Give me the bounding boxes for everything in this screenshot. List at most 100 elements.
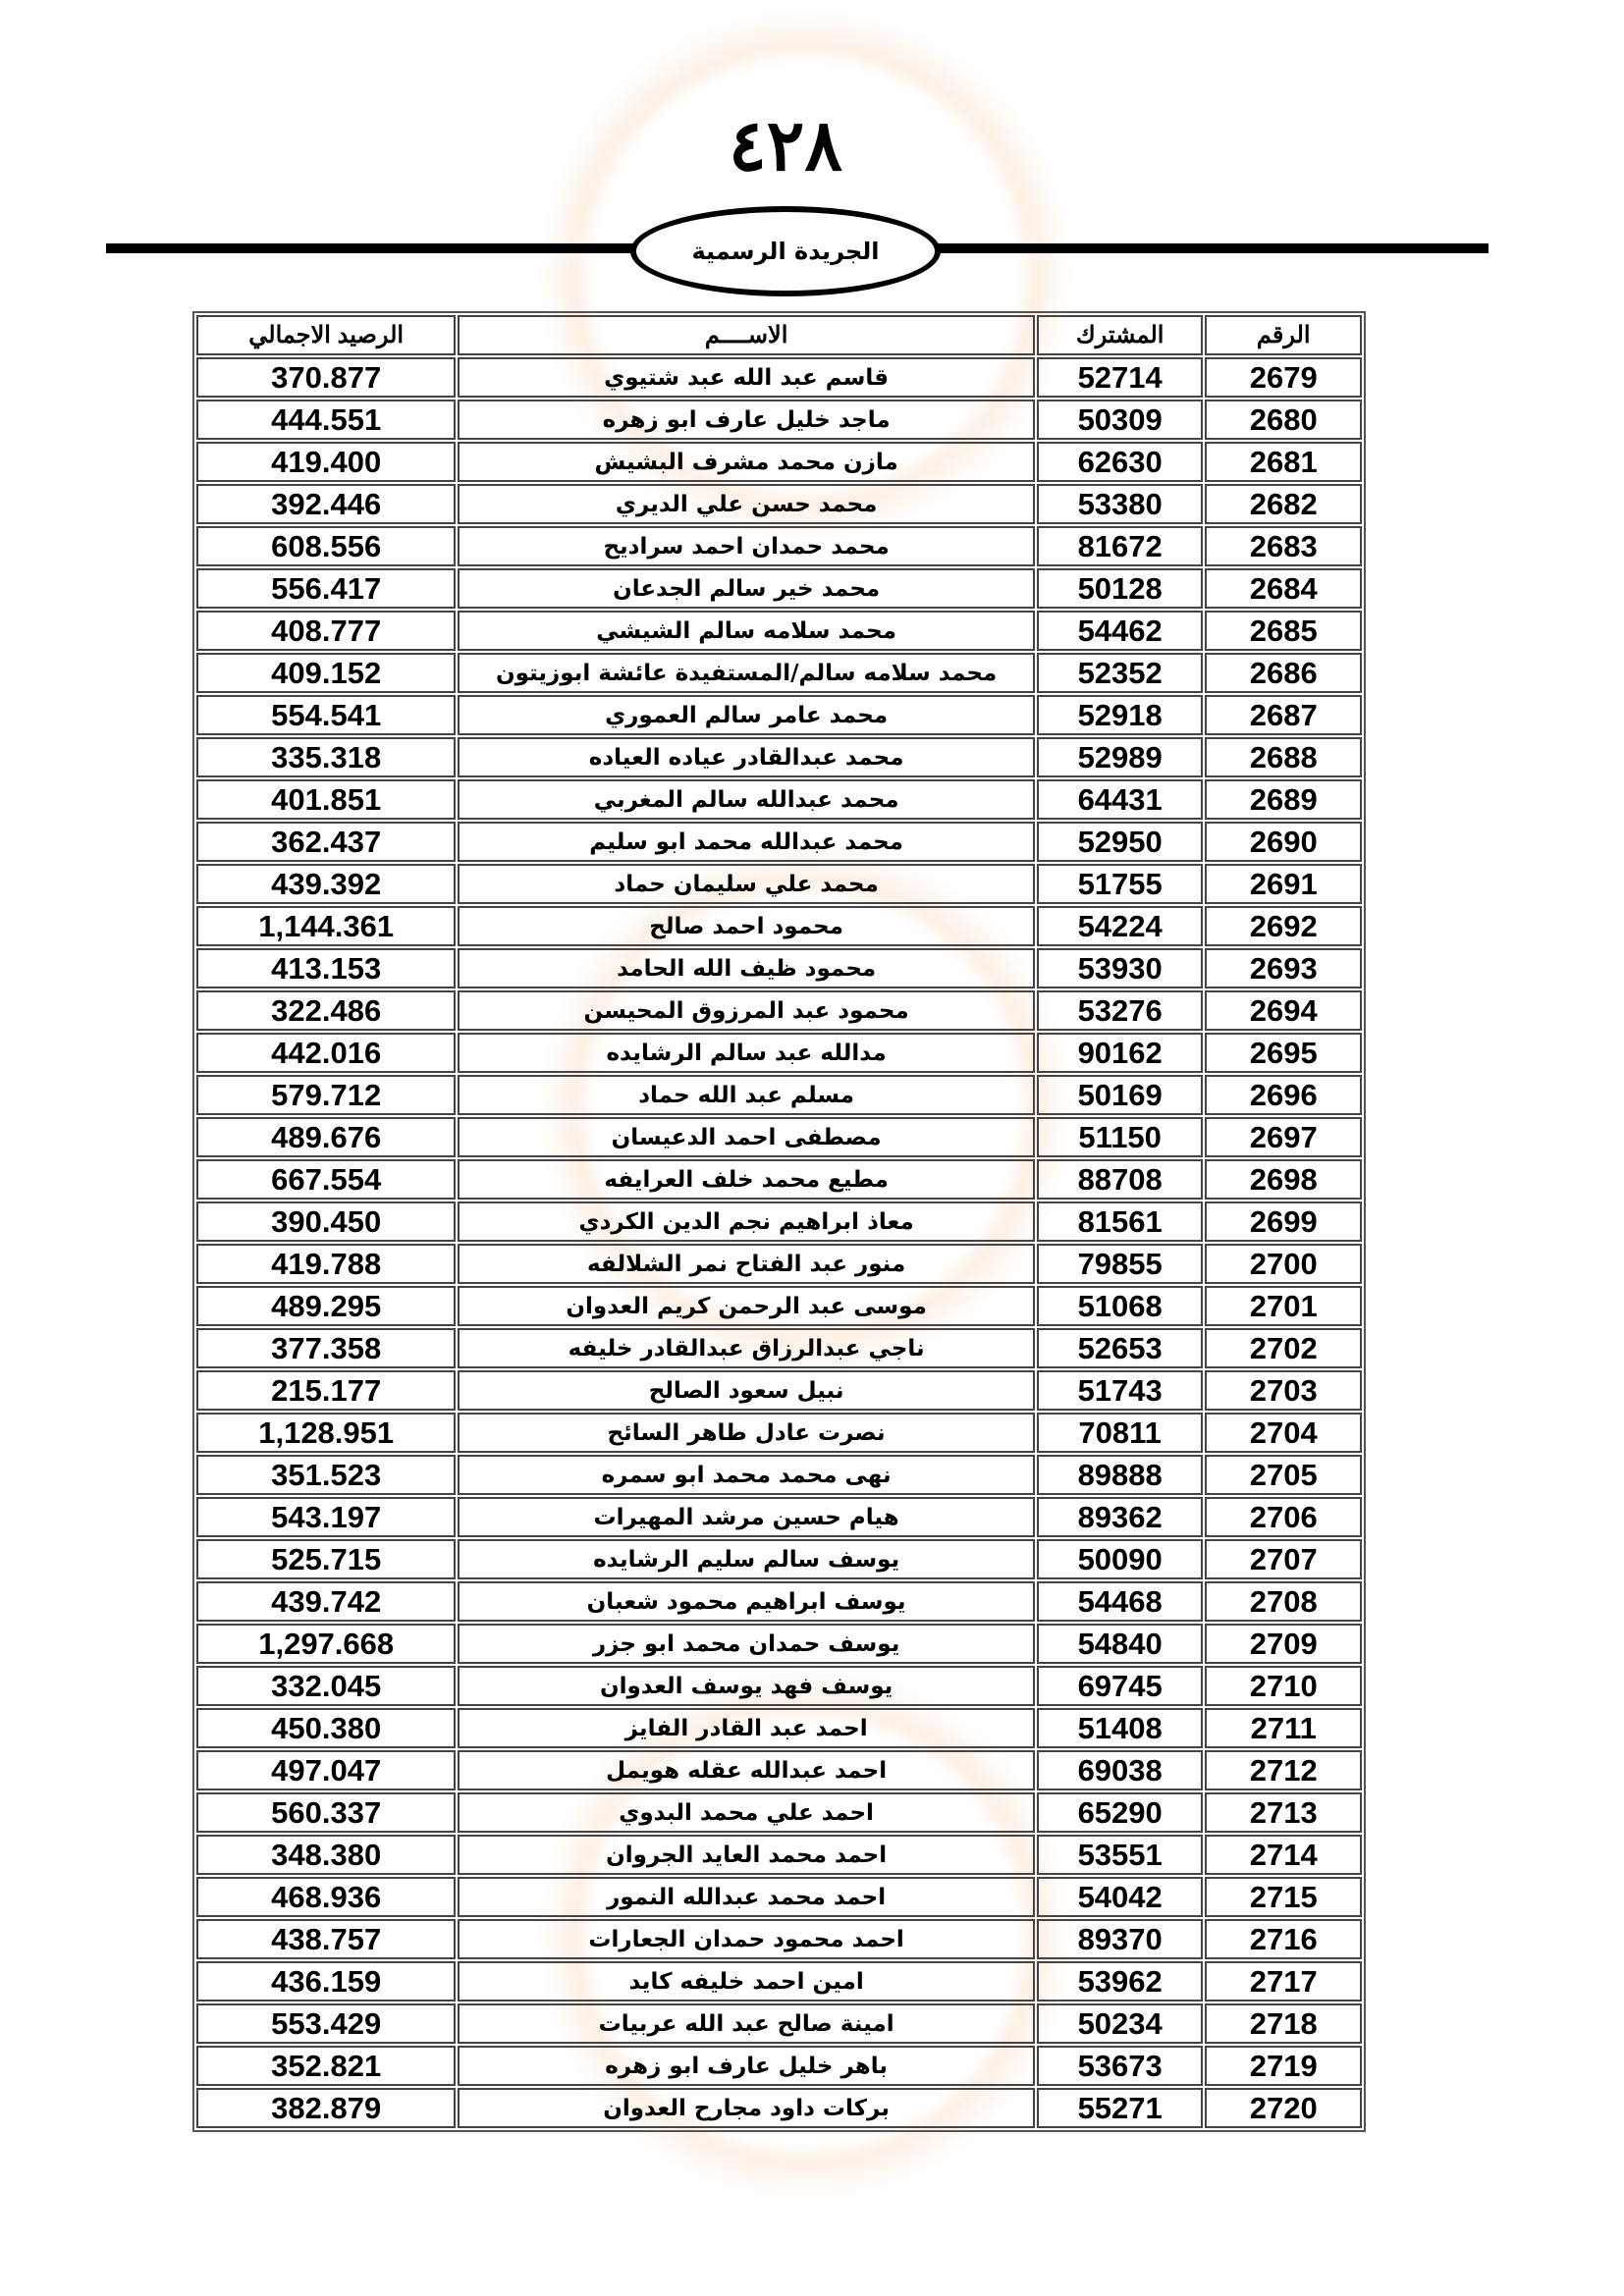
total-balance-cell: 401.851 [196,779,457,820]
name-cell: محمد سلامه سالم/المستفيدة عائشة ابوزيتون [458,653,1035,693]
name-cell: محمد سلامه سالم الشيشي [458,611,1035,651]
table-row: 2697 51150 مصطفى احمد الدعيسان 489.676 [196,1117,1362,1157]
row-number-cell: 2687 [1205,695,1362,735]
subscriber-id-cell: 53930 [1036,948,1204,988]
name-cell: يوسف ابراهيم محمود شعبان [458,1581,1035,1622]
table-row: 2691 51755 محمد علي سليمان حماد 439.392 [196,864,1362,904]
table-row: 2707 50090 يوسف سالم سليم الرشايده 525.715 [196,1539,1362,1579]
total-balance-cell: 370.877 [196,357,457,398]
subscriber-id-cell: 54224 [1036,906,1204,946]
row-number-cell: 2697 [1205,1117,1362,1157]
row-number-cell: 2706 [1205,1497,1362,1537]
name-cell: احمد عبد القادر الفايز [458,1708,1035,1748]
row-number-cell: 2683 [1205,526,1362,566]
table-row: 2683 81672 محمد حمدان احمد سراديح 608.556 [196,526,1362,566]
total-balance-cell: 468.936 [196,1877,457,1917]
name-cell: موسى عبد الرحمن كريم العدوان [458,1286,1035,1326]
total-balance-cell: 556.417 [196,568,457,609]
name-cell: مطيع محمد خلف العرايفه [458,1159,1035,1200]
name-cell: معاذ ابراهيم نجم الدين الكردي [458,1201,1035,1242]
name-cell: احمد علي محمد البدوي [458,1792,1035,1833]
subscriber-id-cell: 50234 [1036,2003,1204,2044]
name-cell: محمود احمد صالح [458,906,1035,946]
subscriber-id-cell: 81672 [1036,526,1204,566]
name-cell: امينة صالح عبد الله عربيات [458,2003,1035,2044]
table-row: 2693 53930 محمود ظيف الله الحامد 413.153 [196,948,1362,988]
row-number-cell: 2715 [1205,1877,1362,1917]
name-cell: هيام حسين مرشد المهيرات [458,1497,1035,1537]
balances-table: الرقم المشترك الاســــم الرصيد الاجمالي … [192,311,1366,2132]
row-number-cell: 2680 [1205,400,1362,440]
table-row: 2695 90162 مدالله عبد سالم الرشايده 442.016 [196,1033,1362,1073]
row-number-cell: 2705 [1205,1455,1362,1495]
column-header-balance: الرصيد الاجمالي [196,315,457,355]
name-cell: امين احمد خليفه كايد [458,1961,1035,2002]
row-number-cell: 2679 [1205,357,1362,398]
name-cell: يوسف حمدان محمد ابو جزر [458,1624,1035,1664]
total-balance-cell: 497.047 [196,1750,457,1790]
subscriber-id-cell: 88708 [1036,1159,1204,1200]
row-number-cell: 2690 [1205,822,1362,862]
name-cell: ناجي عبدالرزاق عبدالقادر خليفه [458,1328,1035,1368]
total-balance-cell: 351.523 [196,1455,457,1495]
name-cell: مسلم عبد الله حماد [458,1075,1035,1115]
row-number-cell: 2703 [1205,1370,1362,1411]
name-cell: بركات داود مجارح العدوان [458,2088,1035,2128]
total-balance-cell: 439.392 [196,864,457,904]
subscriber-id-cell: 54462 [1036,611,1204,651]
table-row: 2687 52918 محمد عامر سالم العموري 554.541 [196,695,1362,735]
row-number-cell: 2685 [1205,611,1362,651]
table-row: 2680 50309 ماجد خليل عارف ابو زهره 444.551 [196,400,1362,440]
total-balance-cell: 543.197 [196,1497,457,1537]
subscriber-id-cell: 53380 [1036,484,1204,524]
table-row: 2716 89370 احمد محمود حمدان الجعارات 438.75… [196,1919,1362,1959]
row-number-cell: 2717 [1205,1961,1362,2002]
row-number-cell: 2695 [1205,1033,1362,1073]
name-cell: محمد حمدان احمد سراديح [458,526,1035,566]
name-cell: احمد محمد عبدالله النمور [458,1877,1035,1917]
subscriber-id-cell: 54840 [1036,1624,1204,1664]
table-row: 2686 52352 محمد سلامه سالم/المستفيدة عائشة… [196,653,1362,693]
row-number-cell: 2693 [1205,948,1362,988]
publication-title: الجريدة الرسمية [691,238,880,265]
table-row: 2710 69745 يوسف فهد يوسف العدوان 332.045 [196,1666,1362,1706]
table-row: 2699 81561 معاذ ابراهيم نجم الدين الكردي 39… [196,1201,1362,1242]
name-cell: ماجد خليل عارف ابو زهره [458,400,1035,440]
subscriber-id-cell: 52653 [1036,1328,1204,1368]
subscriber-id-cell: 50169 [1036,1075,1204,1115]
subscriber-id-cell: 65290 [1036,1792,1204,1833]
row-number-cell: 2689 [1205,779,1362,820]
row-number-cell: 2719 [1205,2046,1362,2086]
row-number-cell: 2711 [1205,1708,1362,1748]
row-number-cell: 2684 [1205,568,1362,609]
name-cell: باهر خليل عارف ابو زهره [458,2046,1035,2086]
name-cell: نهى محمد محمد ابو سمره [458,1455,1035,1495]
table-row: 2689 64431 محمد عبدالله سالم المغربي 401.85… [196,779,1362,820]
row-number-cell: 2681 [1205,442,1362,482]
subscriber-id-cell: 51150 [1036,1117,1204,1157]
name-cell: يوسف فهد يوسف العدوان [458,1666,1035,1706]
table-row: 2698 88708 مطيع محمد خلف العرايفه 667.554 [196,1159,1362,1200]
total-balance-cell: 332.045 [196,1666,457,1706]
subscriber-id-cell: 51755 [1036,864,1204,904]
row-number-cell: 2688 [1205,737,1362,777]
total-balance-cell: 409.152 [196,653,457,693]
table-row: 2712 69038 احمد عبدالله عقله هويمل 497.047 [196,1750,1362,1790]
table-row: 2681 62630 مازن محمد مشرف البشيش 419.400 [196,442,1362,482]
subscriber-id-cell: 50090 [1036,1539,1204,1579]
table-row: 2706 89362 هيام حسين مرشد المهيرات 543.197 [196,1497,1362,1537]
table-row: 2709 54840 يوسف حمدان محمد ابو جزر 1,297.66… [196,1624,1362,1664]
subscriber-id-cell: 89888 [1036,1455,1204,1495]
total-balance-cell: 442.016 [196,1033,457,1073]
subscriber-id-cell: 69038 [1036,1750,1204,1790]
total-balance-cell: 436.159 [196,1961,457,2002]
subscriber-id-cell: 53962 [1036,1961,1204,2002]
subscriber-id-cell: 64431 [1036,779,1204,820]
row-number-cell: 2716 [1205,1919,1362,1959]
table-row: 2702 52653 ناجي عبدالرزاق عبدالقادر خليفه 3… [196,1328,1362,1368]
table-row: 2718 50234 امينة صالح عبد الله عربيات 553.4… [196,2003,1362,2044]
subscriber-id-cell: 52918 [1036,695,1204,735]
total-balance-cell: 408.777 [196,611,457,651]
table-row: 2703 51743 نبيل سعود الصالح 215.177 [196,1370,1362,1411]
total-balance-cell: 667.554 [196,1159,457,1200]
